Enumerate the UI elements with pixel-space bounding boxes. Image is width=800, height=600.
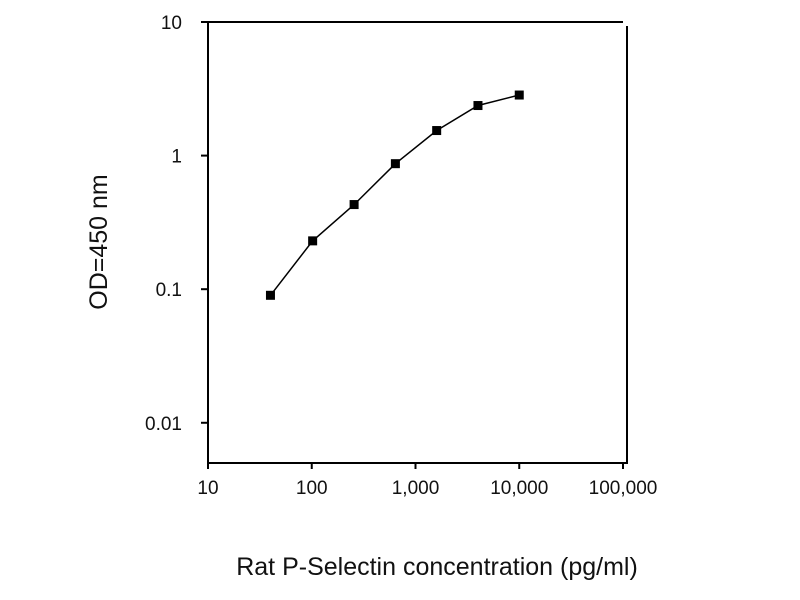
x-axis-label: Rat P-Selectin concentration (pg/ml)	[236, 553, 638, 581]
y-axis-label: OD=450 nm	[85, 174, 113, 310]
data-point	[349, 200, 359, 210]
data-point	[390, 159, 400, 169]
x-tick-label: 100	[296, 478, 328, 499]
y-tick-label: 0.1	[156, 280, 182, 301]
data-point	[265, 290, 275, 300]
x-tick-label: 10,000	[490, 478, 548, 499]
data-point	[308, 236, 318, 246]
x-tick-label: 1,000	[392, 478, 440, 499]
data-point	[473, 101, 483, 111]
x-tick-label: 10	[197, 478, 218, 499]
data-point	[432, 126, 442, 136]
data-marks	[265, 90, 524, 300]
series-line	[269, 94, 520, 296]
y-tick-label: 10	[161, 13, 182, 34]
tick-labels: 10 100 1,000 10,000 100,000 10 1 0.1 0.01	[145, 13, 657, 499]
y-tick-label: 1	[171, 147, 182, 168]
x-tick-label: 100,000	[589, 478, 658, 499]
axes	[201, 21, 628, 469]
data-point	[514, 90, 524, 100]
y-tick-label: 0.01	[145, 414, 182, 435]
